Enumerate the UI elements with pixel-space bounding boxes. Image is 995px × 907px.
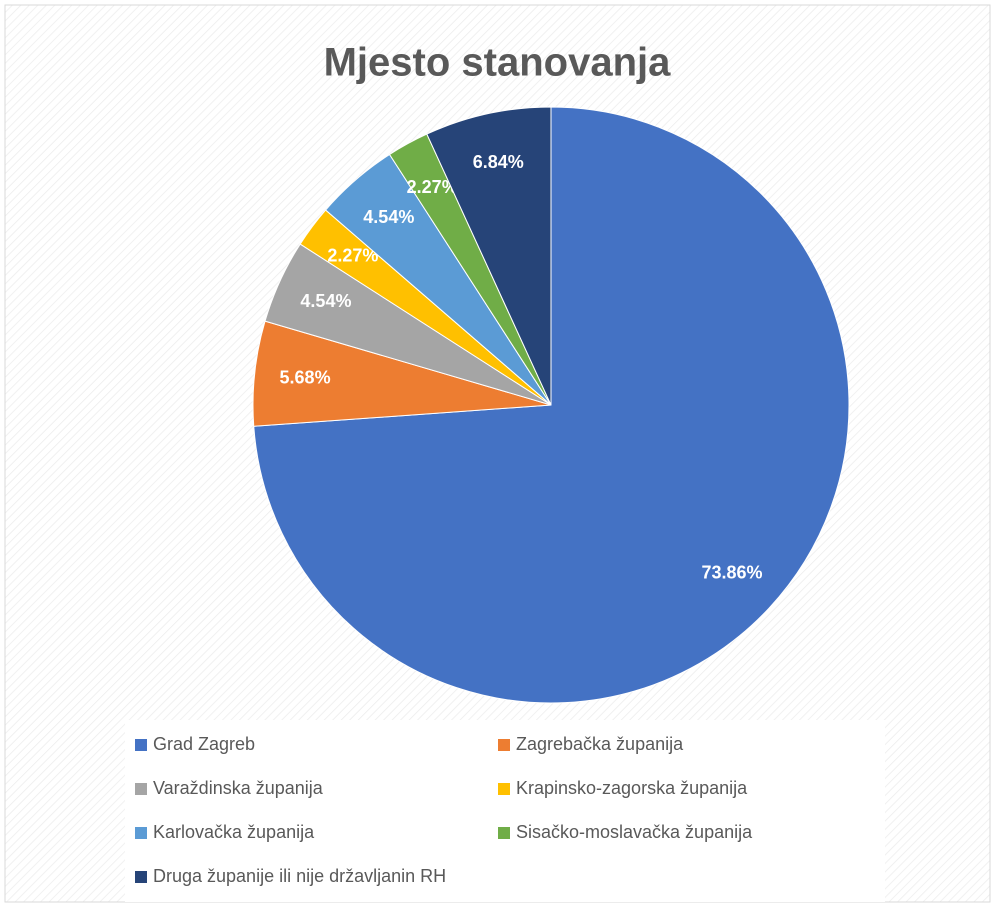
- data-label: 73.86%: [702, 562, 763, 582]
- legend-swatch: [135, 871, 147, 883]
- legend-label: Krapinsko-zagorska županija: [516, 778, 748, 798]
- legend-label: Varaždinska županija: [153, 778, 324, 798]
- legend-label: Sisačko-moslavačka županija: [516, 822, 753, 842]
- legend-label: Druga županije ili nije državljanin RH: [153, 866, 446, 886]
- legend-swatch: [135, 827, 147, 839]
- legend-swatch: [498, 827, 510, 839]
- data-label: 4.54%: [300, 291, 351, 311]
- legend-swatch: [498, 739, 510, 751]
- legend-label: Karlovačka županija: [153, 822, 315, 842]
- data-label: 6.84%: [473, 152, 524, 172]
- legend-swatch: [135, 783, 147, 795]
- legend-swatch: [135, 739, 147, 751]
- chart-title: Mjesto stanovanja: [324, 41, 672, 85]
- data-label: 4.54%: [363, 207, 414, 227]
- legend-label: Zagrebačka županija: [516, 734, 684, 754]
- data-label: 2.27%: [407, 177, 458, 197]
- pie-slice: [426, 106, 552, 406]
- data-label: 2.27%: [327, 246, 378, 266]
- legend-swatch: [498, 783, 510, 795]
- legend-label: Grad Zagreb: [153, 734, 255, 754]
- data-label: 5.68%: [280, 367, 331, 387]
